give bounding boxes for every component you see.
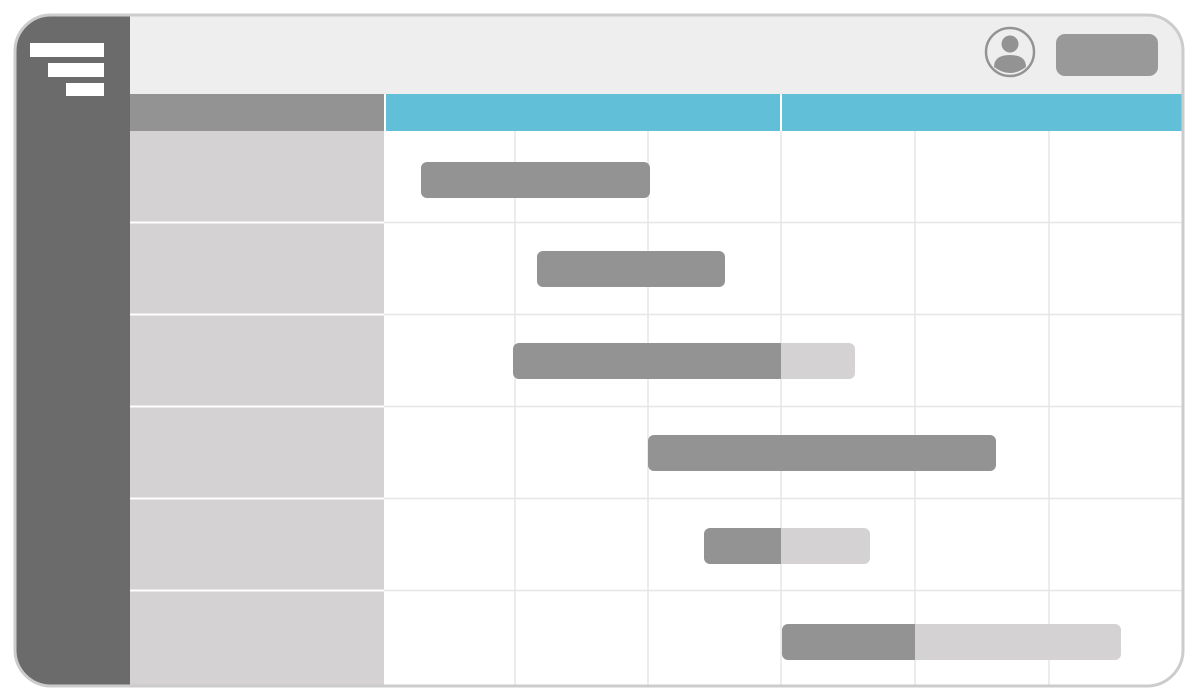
task-row-dividers bbox=[130, 221, 384, 592]
menu-icon[interactable] bbox=[30, 43, 104, 96]
sidebar bbox=[15, 15, 130, 686]
gantt-bars bbox=[421, 162, 1121, 660]
menu-line bbox=[30, 43, 104, 57]
menu-line bbox=[48, 63, 104, 77]
user-avatar[interactable] bbox=[984, 26, 1036, 78]
task-column-header bbox=[130, 94, 384, 131]
action-button[interactable] bbox=[1056, 34, 1158, 76]
timeline-grid bbox=[384, 131, 1183, 686]
window-frame bbox=[13, 13, 1185, 688]
bar-remaining bbox=[781, 528, 870, 564]
avatar-head bbox=[1001, 35, 1019, 53]
bar-done bbox=[782, 624, 915, 660]
task-bar[interactable] bbox=[421, 162, 650, 198]
task-bar[interactable] bbox=[537, 251, 725, 287]
task-column bbox=[130, 131, 384, 686]
bar-done bbox=[704, 528, 781, 564]
task-bar[interactable] bbox=[782, 624, 1121, 660]
task-bar[interactable] bbox=[513, 343, 855, 379]
timeline-header bbox=[386, 94, 1183, 131]
bar-done bbox=[513, 343, 781, 379]
task-bar[interactable] bbox=[704, 528, 870, 564]
bar-remaining bbox=[781, 343, 855, 379]
avatar-body bbox=[994, 55, 1026, 73]
window-content bbox=[15, 15, 1183, 686]
task-bar[interactable] bbox=[648, 435, 996, 471]
menu-line bbox=[66, 83, 104, 96]
bar-remaining bbox=[915, 624, 1121, 660]
